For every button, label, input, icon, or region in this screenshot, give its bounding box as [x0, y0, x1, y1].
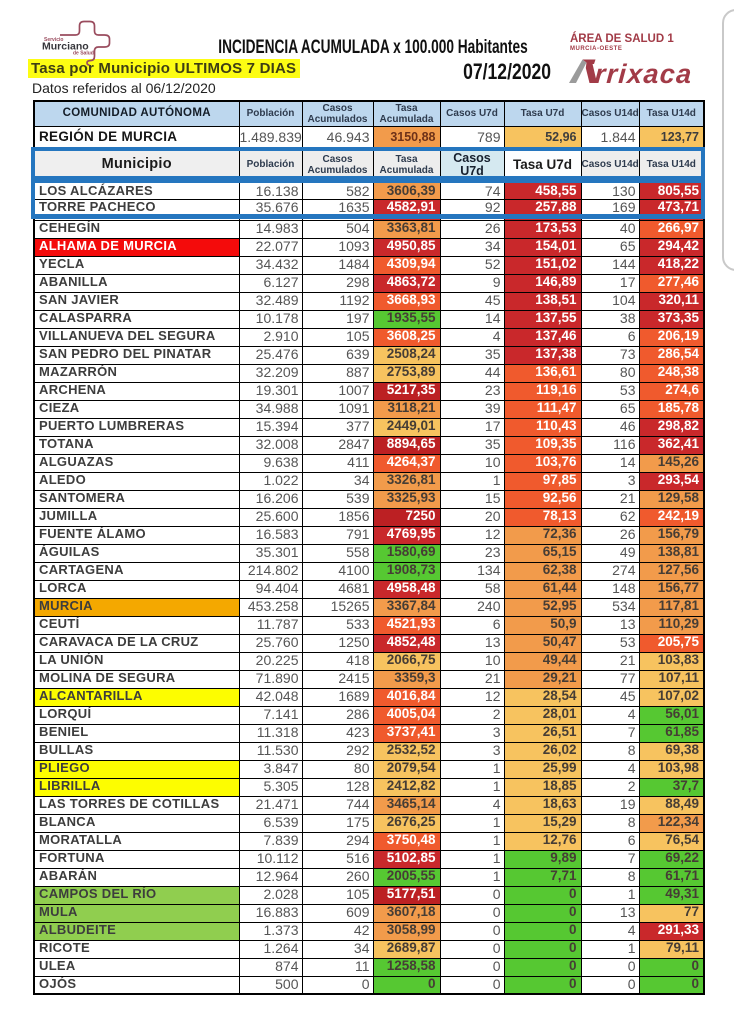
- svg-text:rrixaca: rrixaca: [594, 59, 694, 89]
- svg-text:Servicio: Servicio: [44, 37, 63, 43]
- svg-text:Murciano: Murciano: [42, 41, 89, 53]
- svg-text:de Salud: de Salud: [73, 51, 94, 57]
